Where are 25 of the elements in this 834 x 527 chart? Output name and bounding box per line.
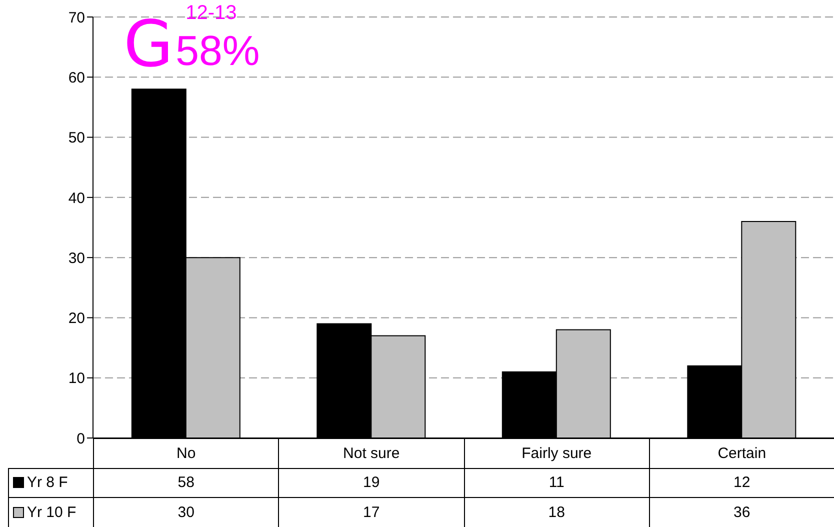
data-label: 19 xyxy=(278,468,464,498)
x-tick-label: Certain xyxy=(648,438,834,468)
annotation: 12-13 xyxy=(186,1,237,26)
y-tick-label: 50 xyxy=(68,130,85,147)
y-tick-label: 30 xyxy=(68,250,85,267)
data-label: 30 xyxy=(93,497,280,527)
legend-label: Yr 10 F xyxy=(27,504,76,521)
data-label: 11 xyxy=(464,468,650,498)
data-label: 18 xyxy=(464,497,650,527)
data-label: 58 xyxy=(93,468,280,498)
y-tick-label: 60 xyxy=(68,69,85,86)
x-tick-label: No xyxy=(93,438,280,468)
x-tick-label: Not sure xyxy=(278,438,464,468)
y-tick-label: 10 xyxy=(68,370,85,388)
y-tick-label: 70 xyxy=(68,9,85,26)
data-label: 36 xyxy=(648,497,834,527)
annotation: G xyxy=(124,8,174,82)
y-tick-label: 40 xyxy=(68,190,85,207)
data-label: 12 xyxy=(648,468,834,498)
y-tick-label: 0 xyxy=(76,430,85,448)
x-tick-label: Fairly sure xyxy=(464,438,650,468)
legend-label: Yr 8 F xyxy=(27,474,68,492)
annotation: 58% xyxy=(176,27,260,76)
data-label: 17 xyxy=(278,497,464,527)
y-tick-label: 20 xyxy=(68,310,85,328)
